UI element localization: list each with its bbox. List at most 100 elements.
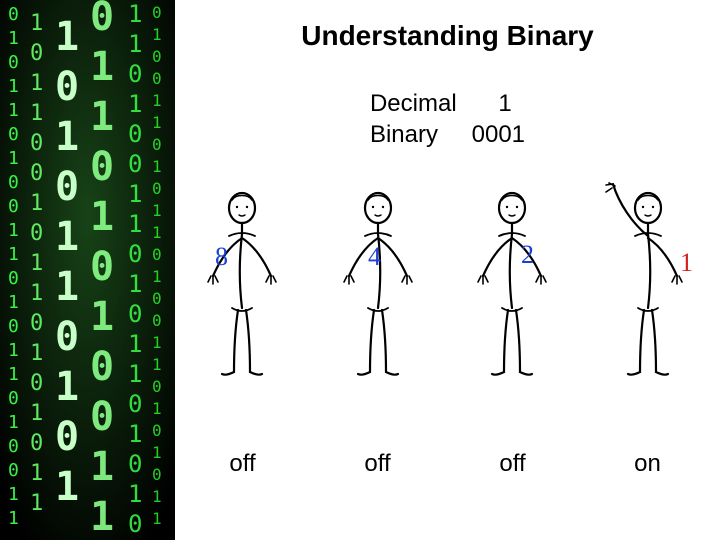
svg-text:0: 0	[152, 47, 162, 66]
svg-text:0: 0	[152, 245, 162, 264]
svg-text:1: 1	[152, 113, 162, 132]
svg-text:0: 0	[128, 240, 142, 268]
svg-text:1: 1	[8, 100, 19, 121]
svg-text:0: 0	[152, 3, 162, 22]
svg-text:1: 1	[8, 412, 19, 433]
svg-text:1: 1	[152, 487, 162, 506]
svg-text:0: 0	[55, 414, 79, 460]
svg-text:0: 0	[8, 196, 19, 217]
svg-text:1: 1	[152, 443, 162, 462]
svg-text:0: 0	[8, 172, 19, 193]
svg-text:0: 0	[128, 150, 142, 178]
place-value-4: 4	[368, 242, 381, 272]
matrix-sidebar: 0101101001101011010011 10110010110101011…	[0, 0, 175, 540]
svg-text:0: 0	[128, 300, 142, 328]
svg-text:1: 1	[128, 360, 142, 388]
svg-text:0: 0	[8, 52, 19, 73]
svg-text:1: 1	[8, 292, 19, 313]
svg-text:1: 1	[8, 76, 19, 97]
svg-text:1: 1	[90, 44, 114, 90]
svg-text:1: 1	[30, 191, 43, 216]
value-block: Decimal 1 Binary 0001	[175, 88, 720, 150]
svg-text:1: 1	[90, 294, 114, 340]
svg-text:1: 1	[128, 270, 142, 298]
svg-text:0: 0	[152, 69, 162, 88]
svg-text:0: 0	[152, 421, 162, 440]
svg-text:1: 1	[55, 464, 79, 510]
svg-text:0: 0	[128, 120, 142, 148]
svg-text:0: 0	[8, 316, 19, 337]
svg-text:0: 0	[30, 371, 43, 396]
svg-text:0: 0	[8, 124, 19, 145]
svg-text:0: 0	[30, 431, 43, 456]
svg-text:1: 1	[55, 364, 79, 410]
svg-text:1: 1	[30, 341, 43, 366]
slide-content: Understanding Binary Decimal 1 Binary 00…	[175, 0, 720, 540]
svg-text:1: 1	[30, 101, 43, 126]
svg-text:1: 1	[128, 180, 142, 208]
svg-text:0: 0	[55, 314, 79, 360]
svg-text:1: 1	[152, 157, 162, 176]
svg-text:1: 1	[8, 484, 19, 505]
svg-text:1: 1	[8, 364, 19, 385]
state-label-1: on	[590, 450, 705, 478]
svg-text:1: 1	[152, 333, 162, 352]
svg-text:1: 1	[128, 30, 142, 58]
svg-text:0: 0	[8, 268, 19, 289]
svg-text:1: 1	[90, 444, 114, 490]
svg-text:1: 1	[90, 494, 114, 540]
svg-text:0: 0	[128, 390, 142, 418]
figures-row: 8 4	[185, 180, 705, 400]
svg-text:1: 1	[55, 114, 79, 160]
states-row: offoffoffon	[185, 450, 705, 478]
decimal-label: Decimal	[370, 88, 465, 119]
figure-2: 2	[455, 180, 570, 400]
binary-value: 0001	[472, 121, 525, 148]
svg-text:0: 0	[30, 311, 43, 336]
decimal-row: Decimal 1	[370, 88, 525, 119]
svg-text:0: 0	[152, 135, 162, 154]
svg-text:1: 1	[90, 194, 114, 240]
svg-text:0: 0	[90, 144, 114, 190]
svg-text:1: 1	[30, 491, 43, 516]
svg-text:1: 1	[30, 401, 43, 426]
place-value-2: 2	[521, 240, 534, 270]
svg-text:1: 1	[152, 509, 162, 528]
svg-text:1: 1	[90, 94, 114, 140]
svg-text:0: 0	[30, 161, 43, 186]
svg-text:1: 1	[8, 340, 19, 361]
svg-text:0: 0	[55, 164, 79, 210]
svg-text:0: 0	[128, 510, 142, 538]
figure-8: 8	[185, 180, 300, 400]
svg-text:0: 0	[8, 436, 19, 457]
figure-1: 1	[590, 180, 705, 400]
place-value-1: 1	[680, 248, 693, 278]
slide-title: Understanding Binary	[175, 20, 720, 52]
figure-4: 4	[320, 180, 435, 400]
svg-text:0: 0	[90, 244, 114, 290]
svg-text:1: 1	[8, 28, 19, 49]
svg-text:0: 0	[152, 465, 162, 484]
state-label-8: off	[185, 450, 300, 478]
matrix-rain-graphic: 0101101001101011010011 10110010110101011…	[0, 0, 175, 540]
svg-text:1: 1	[30, 11, 43, 36]
svg-text:1: 1	[128, 420, 142, 448]
svg-text:0: 0	[152, 311, 162, 330]
svg-text:0: 0	[90, 394, 114, 440]
svg-text:1: 1	[128, 90, 142, 118]
svg-text:1: 1	[128, 480, 142, 508]
svg-text:1: 1	[8, 508, 19, 529]
svg-text:1: 1	[152, 223, 162, 242]
svg-text:1: 1	[8, 244, 19, 265]
decimal-value: 1	[498, 90, 511, 117]
svg-text:1: 1	[152, 355, 162, 374]
svg-text:0: 0	[8, 4, 19, 25]
svg-text:1: 1	[55, 264, 79, 310]
svg-text:1: 1	[55, 214, 79, 260]
svg-text:1: 1	[55, 14, 79, 60]
svg-text:1: 1	[128, 210, 142, 238]
svg-text:1: 1	[128, 0, 142, 28]
svg-text:0: 0	[30, 41, 43, 66]
svg-text:1: 1	[30, 251, 43, 276]
svg-text:1: 1	[30, 461, 43, 486]
